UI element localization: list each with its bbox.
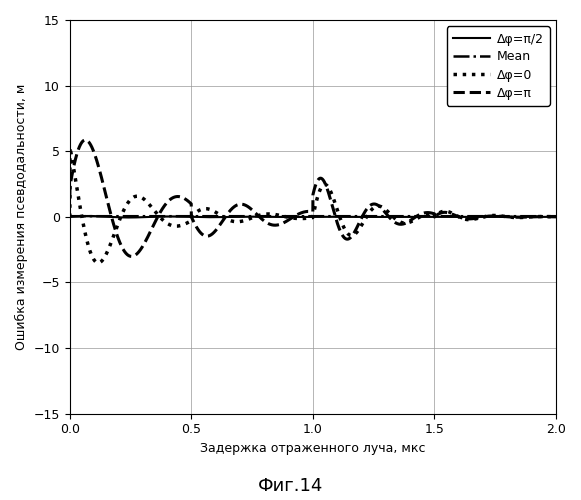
Δφ=0 bbox=[275, 212, 282, 218]
Δφ=π/2 bbox=[275, 214, 282, 220]
Δφ=π/2 bbox=[271, 214, 278, 220]
Mean bbox=[274, 213, 281, 219]
Δφ=π bbox=[420, 210, 427, 216]
Δφ=π bbox=[553, 214, 560, 220]
Δφ=π/2 bbox=[514, 214, 521, 220]
Mean bbox=[514, 213, 521, 219]
Δφ=0 bbox=[420, 212, 427, 218]
Δφ=π bbox=[297, 210, 304, 216]
Line: Δφ=π/2: Δφ=π/2 bbox=[70, 216, 556, 218]
Δφ=π/2 bbox=[420, 214, 427, 220]
Mean bbox=[271, 213, 278, 219]
Legend: Δφ=π/2, Mean, Δφ=0, Δφ=π: Δφ=π/2, Mean, Δφ=0, Δφ=π bbox=[447, 26, 550, 106]
Δφ=π bbox=[66, 194, 73, 200]
Text: Фиг.14: Фиг.14 bbox=[258, 477, 323, 495]
Δφ=π bbox=[514, 214, 521, 220]
Line: Δφ=0: Δφ=0 bbox=[70, 147, 556, 263]
X-axis label: Задержка отраженного луча, мкс: Задержка отраженного луча, мкс bbox=[200, 442, 426, 455]
Mean bbox=[553, 213, 560, 219]
Δφ=0 bbox=[271, 212, 278, 218]
Δφ=π bbox=[128, 254, 135, 260]
Δφ=π/2 bbox=[125, 214, 132, 220]
Δφ=π bbox=[82, 137, 89, 143]
Δφ=π/2 bbox=[553, 214, 560, 220]
Δφ=0 bbox=[514, 214, 521, 220]
Line: Δφ=π: Δφ=π bbox=[70, 140, 556, 256]
Mean bbox=[297, 213, 304, 219]
Δφ=π/2 bbox=[66, 214, 73, 220]
Δφ=0 bbox=[66, 214, 73, 220]
Δφ=π bbox=[275, 222, 282, 228]
Mean bbox=[419, 213, 426, 219]
Δφ=0 bbox=[553, 214, 560, 220]
Δφ=π bbox=[538, 214, 545, 220]
Δφ=0 bbox=[66, 144, 73, 150]
Mean bbox=[66, 213, 73, 219]
Δφ=0 bbox=[297, 216, 304, 222]
Δφ=0 bbox=[95, 260, 102, 266]
Δφ=0 bbox=[538, 214, 545, 220]
Δφ=π/2 bbox=[85, 213, 92, 219]
Mean bbox=[537, 213, 544, 219]
Y-axis label: Ошибка измерения псевдодальности, м: Ошибка измерения псевдодальности, м bbox=[15, 84, 28, 350]
Δφ=π bbox=[271, 222, 278, 228]
Δφ=π/2 bbox=[538, 214, 545, 220]
Δφ=π/2 bbox=[297, 214, 304, 220]
